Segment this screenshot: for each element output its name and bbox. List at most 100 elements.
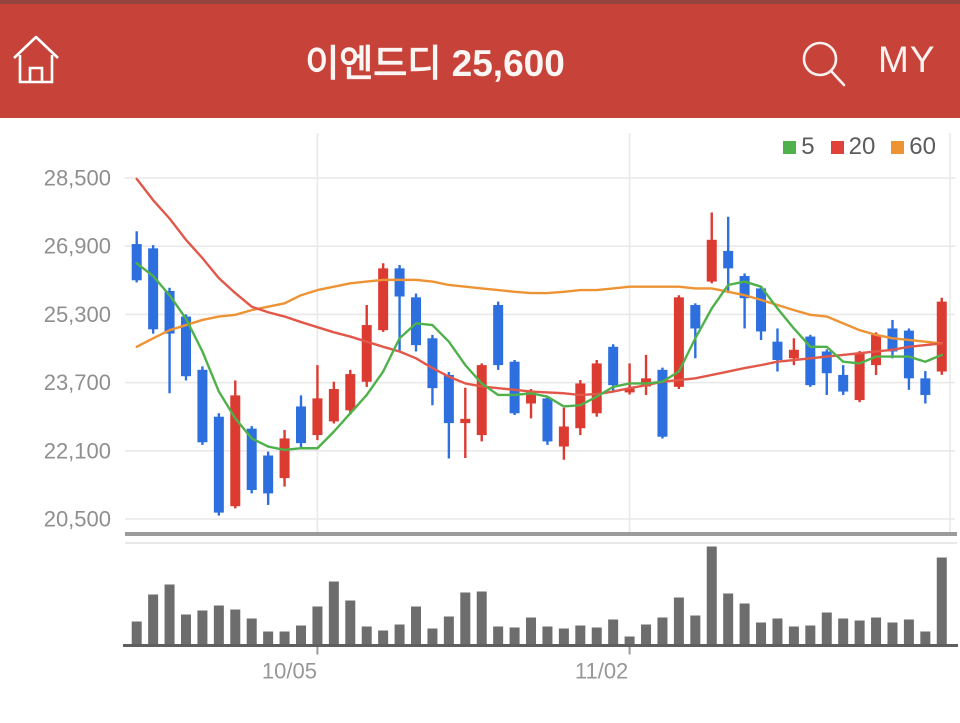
candle-down [180, 316, 191, 377]
x-axis-label: 10/05 [262, 659, 317, 684]
ma20-swatch [830, 140, 844, 154]
home-icon [13, 35, 59, 84]
volume-bar [936, 557, 947, 646]
volume-bar [361, 626, 372, 646]
volume-bar [854, 620, 865, 646]
candle-down [296, 406, 306, 444]
home-button[interactable] [8, 30, 64, 90]
volume-bar [476, 591, 487, 646]
candle-down [838, 374, 849, 392]
volume-bar [838, 618, 849, 646]
volume-bar [263, 631, 274, 646]
volume-bar [575, 625, 586, 646]
candle-up [279, 438, 290, 479]
y-axis-label: 26,900 [44, 234, 111, 259]
y-axis-label: 28,500 [44, 166, 111, 191]
volume-bar [509, 627, 520, 646]
volume-bar [328, 581, 339, 646]
candle-up [591, 363, 602, 414]
candle-up [706, 239, 717, 282]
ma60-line [135, 278, 943, 348]
volume-bar [903, 619, 914, 646]
ma5-line [135, 262, 943, 452]
volume-bar [213, 605, 224, 646]
volume-bar [690, 615, 701, 646]
volume-bar [279, 631, 290, 646]
volume-bar [657, 617, 668, 646]
volume-bar [427, 628, 438, 646]
candle-down [246, 428, 257, 491]
volume-bar [624, 636, 635, 646]
volume-bar [148, 594, 159, 646]
candle-down [821, 351, 832, 374]
volume-bar [197, 610, 208, 646]
candle-down [263, 455, 274, 494]
candle-down [920, 378, 931, 395]
candle-up [854, 353, 865, 401]
volume-bar [641, 624, 652, 646]
candle-down [608, 346, 619, 386]
volume-bar [230, 609, 241, 646]
volume-bar [608, 619, 619, 646]
candle-up [312, 398, 323, 436]
ma60-label: 60 [909, 133, 936, 160]
candle-up [476, 365, 487, 436]
volume-bar [460, 592, 471, 646]
volume-bar [164, 584, 175, 646]
y-axis-label: 23,700 [44, 370, 111, 395]
ma60-swatch [891, 140, 905, 154]
legend-item-ma20: 20 [830, 133, 875, 161]
volume-bar [558, 628, 569, 646]
candle-up [460, 418, 471, 424]
y-axis-label: 22,100 [44, 438, 111, 463]
volume-bar [706, 546, 717, 646]
volume-bar [821, 612, 832, 646]
volume-bar [345, 600, 356, 646]
y-axis-label: 25,300 [44, 302, 111, 327]
candle-down [509, 361, 520, 414]
candle-down [443, 374, 454, 424]
search-button[interactable] [796, 34, 852, 92]
volume-bar [871, 617, 882, 646]
candle-down [411, 297, 422, 346]
candle-down [394, 268, 405, 297]
my-menu-button[interactable]: MY [878, 39, 936, 80]
ma5-swatch [783, 140, 797, 154]
volume-bar [673, 597, 684, 646]
volume-bar [591, 627, 602, 646]
legend-item-ma60: 60 [891, 133, 936, 161]
candle-down [887, 328, 898, 352]
candle-up [558, 426, 569, 447]
volume-bar [493, 626, 504, 646]
candle-down [164, 290, 175, 334]
volume-bar [526, 617, 537, 646]
candle-up [673, 297, 684, 387]
volume-bar [805, 625, 816, 646]
page-title: 이엔드디 25,600 [305, 43, 565, 84]
volume-bar [920, 631, 931, 646]
volume-bar [378, 630, 389, 646]
volume-bar [131, 621, 142, 646]
candle-down [739, 276, 750, 299]
volume-bar [887, 622, 898, 646]
candle-down [657, 369, 668, 437]
candle-up [871, 334, 882, 366]
candle-up [345, 374, 356, 411]
candle-down [148, 248, 159, 330]
candle-down [690, 305, 701, 329]
candle-up [526, 391, 537, 404]
candle-up [624, 388, 635, 393]
volume-bar [788, 626, 799, 646]
candle-down [772, 341, 783, 361]
volume-bar [296, 625, 306, 646]
search-icon [802, 41, 846, 87]
volume-bar [411, 606, 422, 646]
candle-down [903, 330, 914, 379]
candle-up [936, 301, 947, 372]
volume-bar [542, 626, 553, 646]
volume-bar [246, 618, 257, 646]
candle-up [328, 388, 339, 422]
candle-down [723, 250, 734, 269]
x-axis-label: 11/02 [575, 659, 628, 684]
